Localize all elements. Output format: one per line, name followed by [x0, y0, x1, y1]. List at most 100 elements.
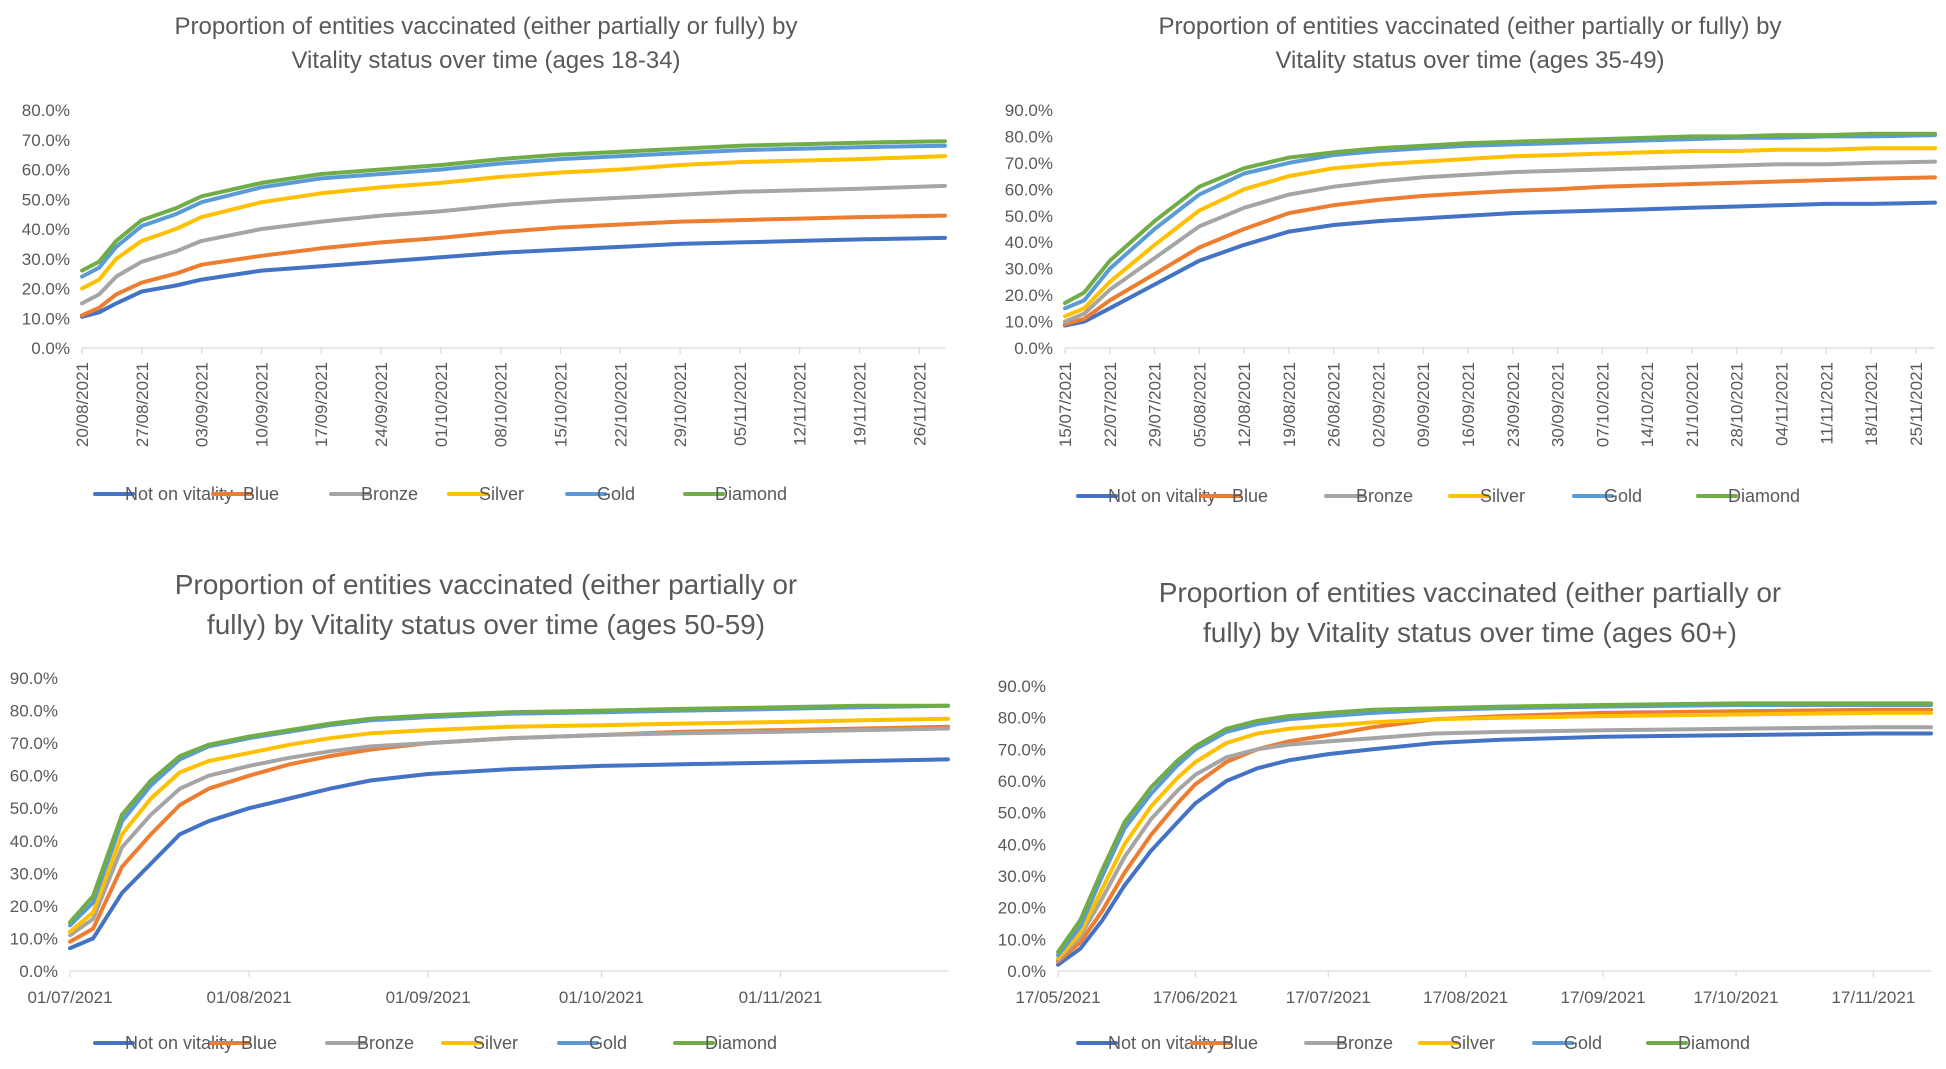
legend-label: Blue	[1232, 486, 1268, 506]
series-line-not-on-vitality	[80, 235, 947, 319]
y-tick-label: 90.0%	[1005, 101, 1053, 120]
y-tick-label: 10.0%	[1005, 313, 1053, 332]
x-tick-label: 26/08/2021	[1325, 362, 1344, 447]
legend-item: Silver	[1448, 486, 1525, 506]
x-tick-label: 12/08/2021	[1235, 362, 1254, 447]
series-line-blue	[80, 213, 947, 318]
series-line-gold	[1056, 703, 1933, 958]
x-tick-label: 15/07/2021	[1056, 362, 1075, 447]
legend-label: Bronze	[361, 484, 418, 504]
series-line-diamond	[68, 703, 950, 925]
y-tick-label: 40.0%	[998, 835, 1046, 854]
x-tick-label: 12/11/2021	[791, 362, 810, 446]
legend-label: Blue	[1222, 1033, 1258, 1053]
legend-label: Gold	[589, 1033, 627, 1053]
y-tick-label: 20.0%	[22, 280, 70, 299]
y-tick-label: 90.0%	[10, 669, 58, 688]
legend-label: Blue	[243, 484, 279, 504]
y-tick-label: 70.0%	[10, 734, 58, 753]
x-tick-label: 27/08/2021	[133, 362, 152, 447]
x-tick-label: 24/09/2021	[372, 362, 391, 447]
series-line-blue	[68, 724, 950, 944]
x-tick-label: 23/09/2021	[1504, 362, 1523, 447]
x-tick-label: 17/05/2021	[1015, 988, 1100, 1007]
x-tick-label: 17/06/2021	[1153, 988, 1238, 1007]
series-line-bronze	[68, 726, 950, 938]
legend-item: Blue	[211, 484, 279, 504]
legend-item: Silver	[441, 1033, 518, 1053]
series-line-not-on-vitality	[1056, 731, 1933, 967]
legend-label: Gold	[597, 484, 635, 504]
x-tick-label: 14/10/2021	[1638, 362, 1657, 447]
legend-item: Bronze	[325, 1033, 414, 1053]
legend-item: Not on vitality	[93, 1033, 233, 1053]
chart-title-line: Proportion of entities vaccinated (eithe…	[175, 569, 798, 600]
y-tick-label: 40.0%	[10, 832, 58, 851]
x-tick-label: 20/08/2021	[73, 362, 92, 447]
y-tick-label: 60.0%	[998, 772, 1046, 791]
x-tick-label: 15/10/2021	[551, 362, 570, 447]
y-tick-label: 80.0%	[998, 709, 1046, 728]
x-tick-label: 17/11/2021	[1831, 988, 1915, 1007]
legend-label: Diamond	[1678, 1033, 1750, 1053]
x-tick-label: 19/08/2021	[1280, 362, 1299, 447]
legend-item: Bronze	[329, 484, 418, 504]
y-tick-label: 30.0%	[998, 867, 1046, 886]
legend-label: Gold	[1564, 1033, 1602, 1053]
y-tick-label: 30.0%	[10, 864, 58, 883]
line-chart: Proportion of entities vaccinated (eithe…	[998, 577, 1933, 1053]
x-tick-label: 22/10/2021	[611, 362, 630, 447]
y-tick-label: 10.0%	[998, 930, 1046, 949]
chart-title-line: fully) by Vitality status over time (age…	[1203, 617, 1737, 648]
legend-label: Diamond	[715, 484, 787, 504]
legend-label: Not on vitality	[125, 484, 233, 504]
x-tick-label: 01/08/2021	[207, 988, 292, 1007]
chart-title-line: Proportion of entities vaccinated (eithe…	[1159, 577, 1782, 608]
x-tick-label: 17/10/2021	[1693, 988, 1778, 1007]
x-tick-label: 17/09/2021	[1561, 988, 1646, 1007]
legend-item: Diamond	[1696, 486, 1800, 506]
series-line-not-on-vitality	[68, 757, 950, 951]
chart-title-line: Proportion of entities vaccinated (eithe…	[1159, 13, 1782, 40]
y-tick-label: 60.0%	[22, 161, 70, 180]
x-tick-label: 26/11/2021	[910, 362, 929, 446]
y-tick-label: 0.0%	[19, 962, 58, 981]
chart-title-line: Vitality status over time (ages 35-49)	[1275, 47, 1664, 74]
legend-item: Gold	[565, 484, 635, 504]
x-tick-label: 18/11/2021	[1862, 362, 1881, 446]
line-chart: Proportion of entities vaccinated (eithe…	[10, 569, 950, 1053]
x-tick-label: 04/11/2021	[1772, 362, 1791, 446]
x-tick-label: 05/11/2021	[731, 362, 750, 446]
x-tick-label: 01/10/2021	[432, 362, 451, 447]
x-tick-label: 17/08/2021	[1423, 988, 1508, 1007]
y-tick-label: 60.0%	[10, 767, 58, 786]
x-tick-label: 10/09/2021	[252, 362, 271, 447]
legend-label: Bronze	[1336, 1033, 1393, 1053]
chart-title-line: Vitality status over time (ages 18-34)	[291, 47, 680, 74]
legend-label: Silver	[473, 1033, 518, 1053]
series-line-bronze	[80, 183, 947, 306]
x-tick-label: 28/10/2021	[1728, 362, 1747, 447]
x-tick-label: 29/07/2021	[1146, 362, 1165, 447]
x-tick-label: 25/11/2021	[1907, 362, 1926, 446]
legend-item: Diamond	[1646, 1033, 1750, 1053]
x-tick-label: 30/09/2021	[1549, 362, 1568, 447]
legend-item: Diamond	[673, 1033, 777, 1053]
x-tick-label: 01/10/2021	[559, 988, 644, 1007]
x-tick-label: 01/11/2021	[739, 988, 823, 1007]
y-tick-label: 20.0%	[1005, 286, 1053, 305]
y-tick-label: 40.0%	[22, 220, 70, 239]
x-tick-label: 21/10/2021	[1683, 362, 1702, 447]
x-tick-label: 01/07/2021	[27, 988, 112, 1007]
y-tick-label: 50.0%	[998, 804, 1046, 823]
x-tick-label: 17/07/2021	[1286, 988, 1371, 1007]
legend-item: Gold	[1532, 1033, 1602, 1053]
chart-panel-ages-18-34: Proportion of entities vaccinated (eithe…	[0, 0, 973, 540]
legend-label: Silver	[1480, 486, 1525, 506]
y-tick-label: 80.0%	[22, 101, 70, 120]
legend-label: Blue	[241, 1033, 277, 1053]
series-line-blue	[1063, 175, 1937, 327]
y-tick-label: 70.0%	[998, 740, 1046, 759]
series-line-silver	[68, 716, 950, 934]
y-tick-label: 0.0%	[1014, 339, 1053, 358]
